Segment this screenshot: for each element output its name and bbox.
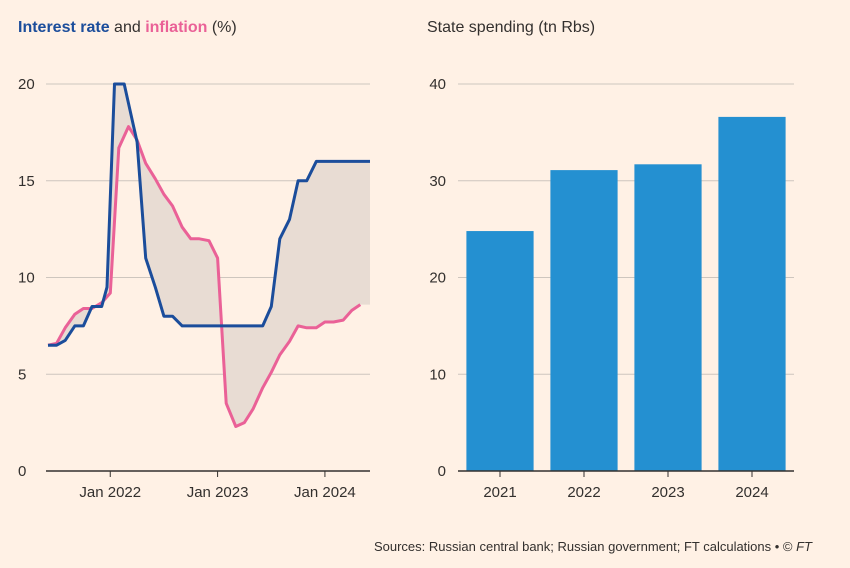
interest-rate-line xyxy=(48,82,370,347)
x-tick-label: Jan 2024 xyxy=(294,484,356,501)
x-tick-label: 2023 xyxy=(651,484,684,501)
title-and: and xyxy=(109,19,146,36)
y-tick-label: 5 xyxy=(18,366,26,383)
title-inflation: inflation xyxy=(145,19,208,36)
y-tick-label: 20 xyxy=(18,76,35,93)
x-tick-label: 2021 xyxy=(483,484,516,501)
x-tick-label: Jan 2022 xyxy=(79,484,141,501)
source-note: Sources: Russian central bank; Russian g… xyxy=(374,539,812,554)
ft-credit: FT xyxy=(796,539,812,554)
y-tick-label: 30 xyxy=(429,173,446,190)
left-chart-title: Interest rate and inflation (%) xyxy=(18,19,237,37)
title-interest-rate: Interest rate xyxy=(18,19,110,36)
y-tick-label: 15 xyxy=(18,173,35,190)
rate-inflation-chart: 0 5 10 15 20 Jan 2022 Jan 2023 Jan 2024 xyxy=(18,76,370,501)
source-text: Sources: Russian central bank; Russian g… xyxy=(373,539,797,554)
y-tick-label: 0 xyxy=(438,463,446,480)
bar-2024 xyxy=(718,116,786,472)
title-unit: (%) xyxy=(207,19,237,36)
bar-2022 xyxy=(550,170,618,472)
y-tick-label: 20 xyxy=(429,270,446,287)
x-tick-label: 2024 xyxy=(735,484,768,501)
bar-2023 xyxy=(634,164,702,472)
x-tick-label: Jan 2023 xyxy=(187,484,249,501)
y-tick-label: 40 xyxy=(429,76,446,93)
x-tick-label: 2022 xyxy=(567,484,600,501)
y-tick-label: 0 xyxy=(18,463,26,480)
y-tick-label: 10 xyxy=(18,270,35,287)
inflation-line xyxy=(47,125,362,428)
state-spending-chart: 0 10 20 30 40 2021 2022 2023 2024 xyxy=(429,76,794,501)
y-tick-label: 10 xyxy=(429,366,446,383)
right-chart-title: State spending (tn Rbs) xyxy=(427,19,596,36)
bar-2021 xyxy=(466,231,534,471)
rate-inflation-gap-area xyxy=(48,84,370,427)
